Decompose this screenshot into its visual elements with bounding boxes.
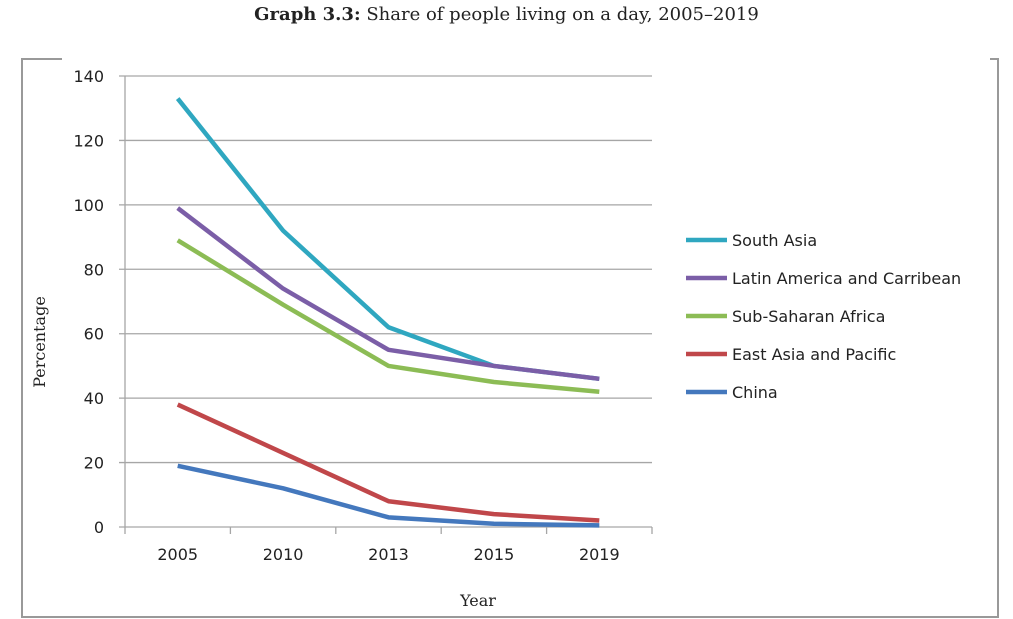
y-tick-label: 20 (84, 454, 104, 473)
y-axis-label: Percentage (30, 296, 49, 388)
y-tick-label: 60 (84, 325, 104, 344)
legend-label: South Asia (732, 231, 817, 250)
x-tick-label: 2005 (157, 545, 198, 564)
x-tick-label: 2013 (368, 545, 409, 564)
title-prefix: Graph 3.3: (254, 4, 361, 25)
chart-title: Graph 3.3: Share of people living on a d… (0, 4, 1013, 25)
y-tick-label: 80 (84, 260, 104, 279)
y-tick-label: 0 (94, 518, 104, 537)
y-tick-label: 40 (84, 389, 104, 408)
legend-label: Sub-Saharan Africa (732, 307, 885, 326)
legend-label: Latin America and Carribean (732, 269, 961, 288)
legend-label: East Asia and Pacific (732, 345, 896, 364)
series-line-latin-america-and-carribean (176, 206, 600, 382)
chart-frame (21, 58, 999, 618)
x-tick-label: 2015 (474, 545, 515, 564)
title-text: Share of people living on a day, 2005–20… (366, 4, 759, 25)
x-tick-label: 2010 (263, 545, 304, 564)
y-tick-label: 120 (73, 131, 104, 150)
y-tick-label: 140 (73, 67, 104, 86)
x-axis-label: Year (459, 591, 496, 610)
frame-border (21, 58, 999, 618)
legend-label: China (732, 383, 778, 402)
x-tick-label: 2019 (579, 545, 620, 564)
y-tick-label: 100 (73, 196, 104, 215)
